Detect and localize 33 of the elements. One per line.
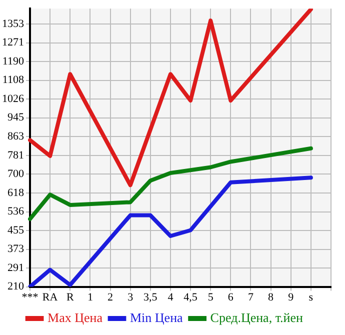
x-tick-label: 3: [128, 291, 134, 304]
x-tick-label: 7: [248, 291, 254, 304]
x-tick-label: R: [66, 291, 74, 304]
x-tick-label: 8: [268, 291, 274, 304]
y-tick-label: 700: [8, 168, 24, 180]
y-tick-label: 536: [8, 206, 24, 218]
x-tick-label: s: [308, 291, 314, 304]
y-tick-label: 618: [8, 186, 24, 199]
y-tick-label: 1190: [2, 55, 24, 68]
x-tick-label: 9: [288, 291, 294, 304]
x-tick-label: 4,5: [184, 291, 198, 304]
x-tick-label: 5: [208, 291, 214, 304]
x-tick-label: 1: [87, 291, 93, 304]
y-tick-label: 291: [8, 262, 24, 274]
y-tick-label: 1271: [2, 36, 24, 49]
y-tick-label: 1353: [2, 18, 24, 30]
legend-label: Max Цена: [48, 310, 103, 325]
y-tick-label: 1026: [2, 93, 24, 106]
x-tick-label: 3,5: [144, 291, 158, 304]
legend-label: Min Цена: [130, 310, 184, 325]
x-tick-label: 4: [168, 291, 174, 304]
legend-label: Сред.Цена, т.йен: [210, 310, 304, 325]
y-tick-label: 455: [8, 224, 24, 236]
y-tick-label: 863: [8, 130, 24, 143]
y-tick-label: 1108: [2, 74, 24, 86]
x-tick-label: 6: [228, 291, 234, 304]
x-tick-label: RA: [42, 291, 58, 304]
y-tick-label: 210: [8, 280, 24, 293]
x-tick-label: 2: [108, 291, 114, 304]
y-tick-label: 373: [8, 243, 24, 256]
y-tick-label: 781: [8, 149, 24, 162]
y-tick-label: 945: [8, 112, 24, 124]
x-tick-label: ***: [22, 291, 38, 304]
